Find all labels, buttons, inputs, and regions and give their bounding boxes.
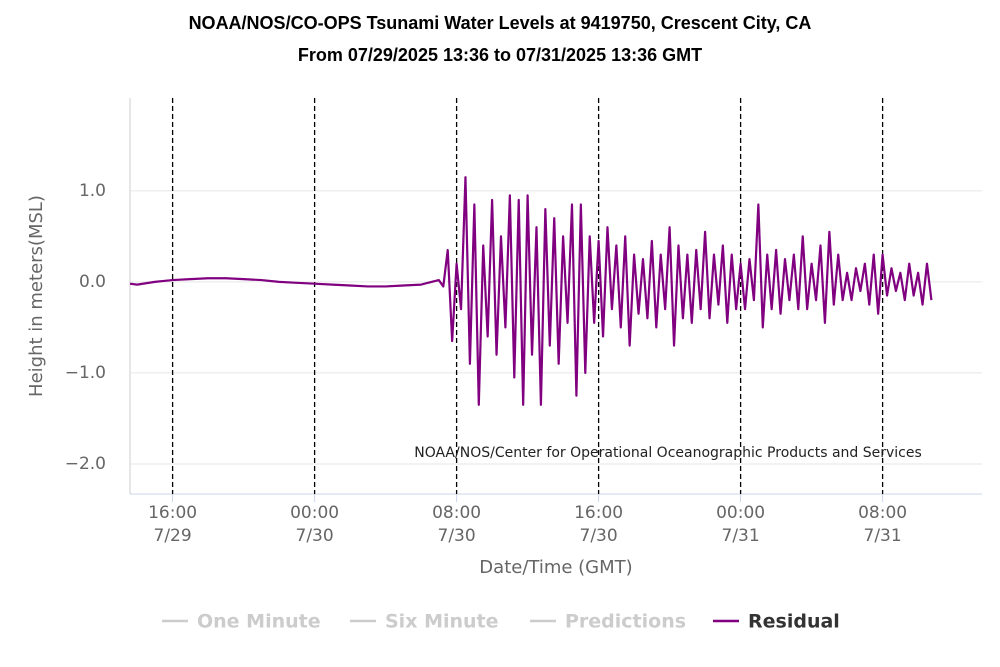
chart-title: NOAA/NOS/CO-OPS Tsunami Water Levels at … [189,13,812,33]
x-tick-label: 7/30 [438,526,476,546]
x-tick-label: 7/31 [864,526,902,546]
x-tick-label: 00:00 [290,503,339,523]
y-tick-label: −2.0 [65,454,106,474]
legend-item[interactable]: Six Minute [350,611,499,633]
x-tick-label: 08:00 [432,503,481,523]
y-tick-label: 1.0 [79,181,106,201]
x-tick-label: 7/31 [722,526,760,546]
x-tick-label: 16:00 [574,503,623,523]
x-axis-title: Date/Time (GMT) [479,557,632,578]
y-axis-title: Height in meters(MSL) [26,195,47,397]
legend-label: Six Minute [385,611,499,633]
legend-item[interactable]: Residual [713,611,840,633]
x-tick-label: 7/29 [154,526,192,546]
chart-subtitle: From 07/29/2025 13:36 to 07/31/2025 13:3… [298,45,702,65]
x-tick-label: 7/30 [296,526,334,546]
annotation: NOAA/NOS/Center for Operational Oceanogr… [414,445,922,461]
x-tick-label: 00:00 [716,503,765,523]
legend-label: Predictions [565,611,686,633]
x-tick-label: 16:00 [148,503,197,523]
legend-label: One Minute [197,611,321,633]
legend-item[interactable]: Predictions [530,611,686,633]
x-tick-label: 7/30 [580,526,618,546]
y-tick-label: −1.0 [65,363,106,383]
legend-label: Residual [748,611,840,633]
legend-item[interactable]: One Minute [162,611,321,633]
x-tick-label: 08:00 [858,503,907,523]
series-line [129,176,933,406]
y-tick-label: 0.0 [79,272,106,292]
